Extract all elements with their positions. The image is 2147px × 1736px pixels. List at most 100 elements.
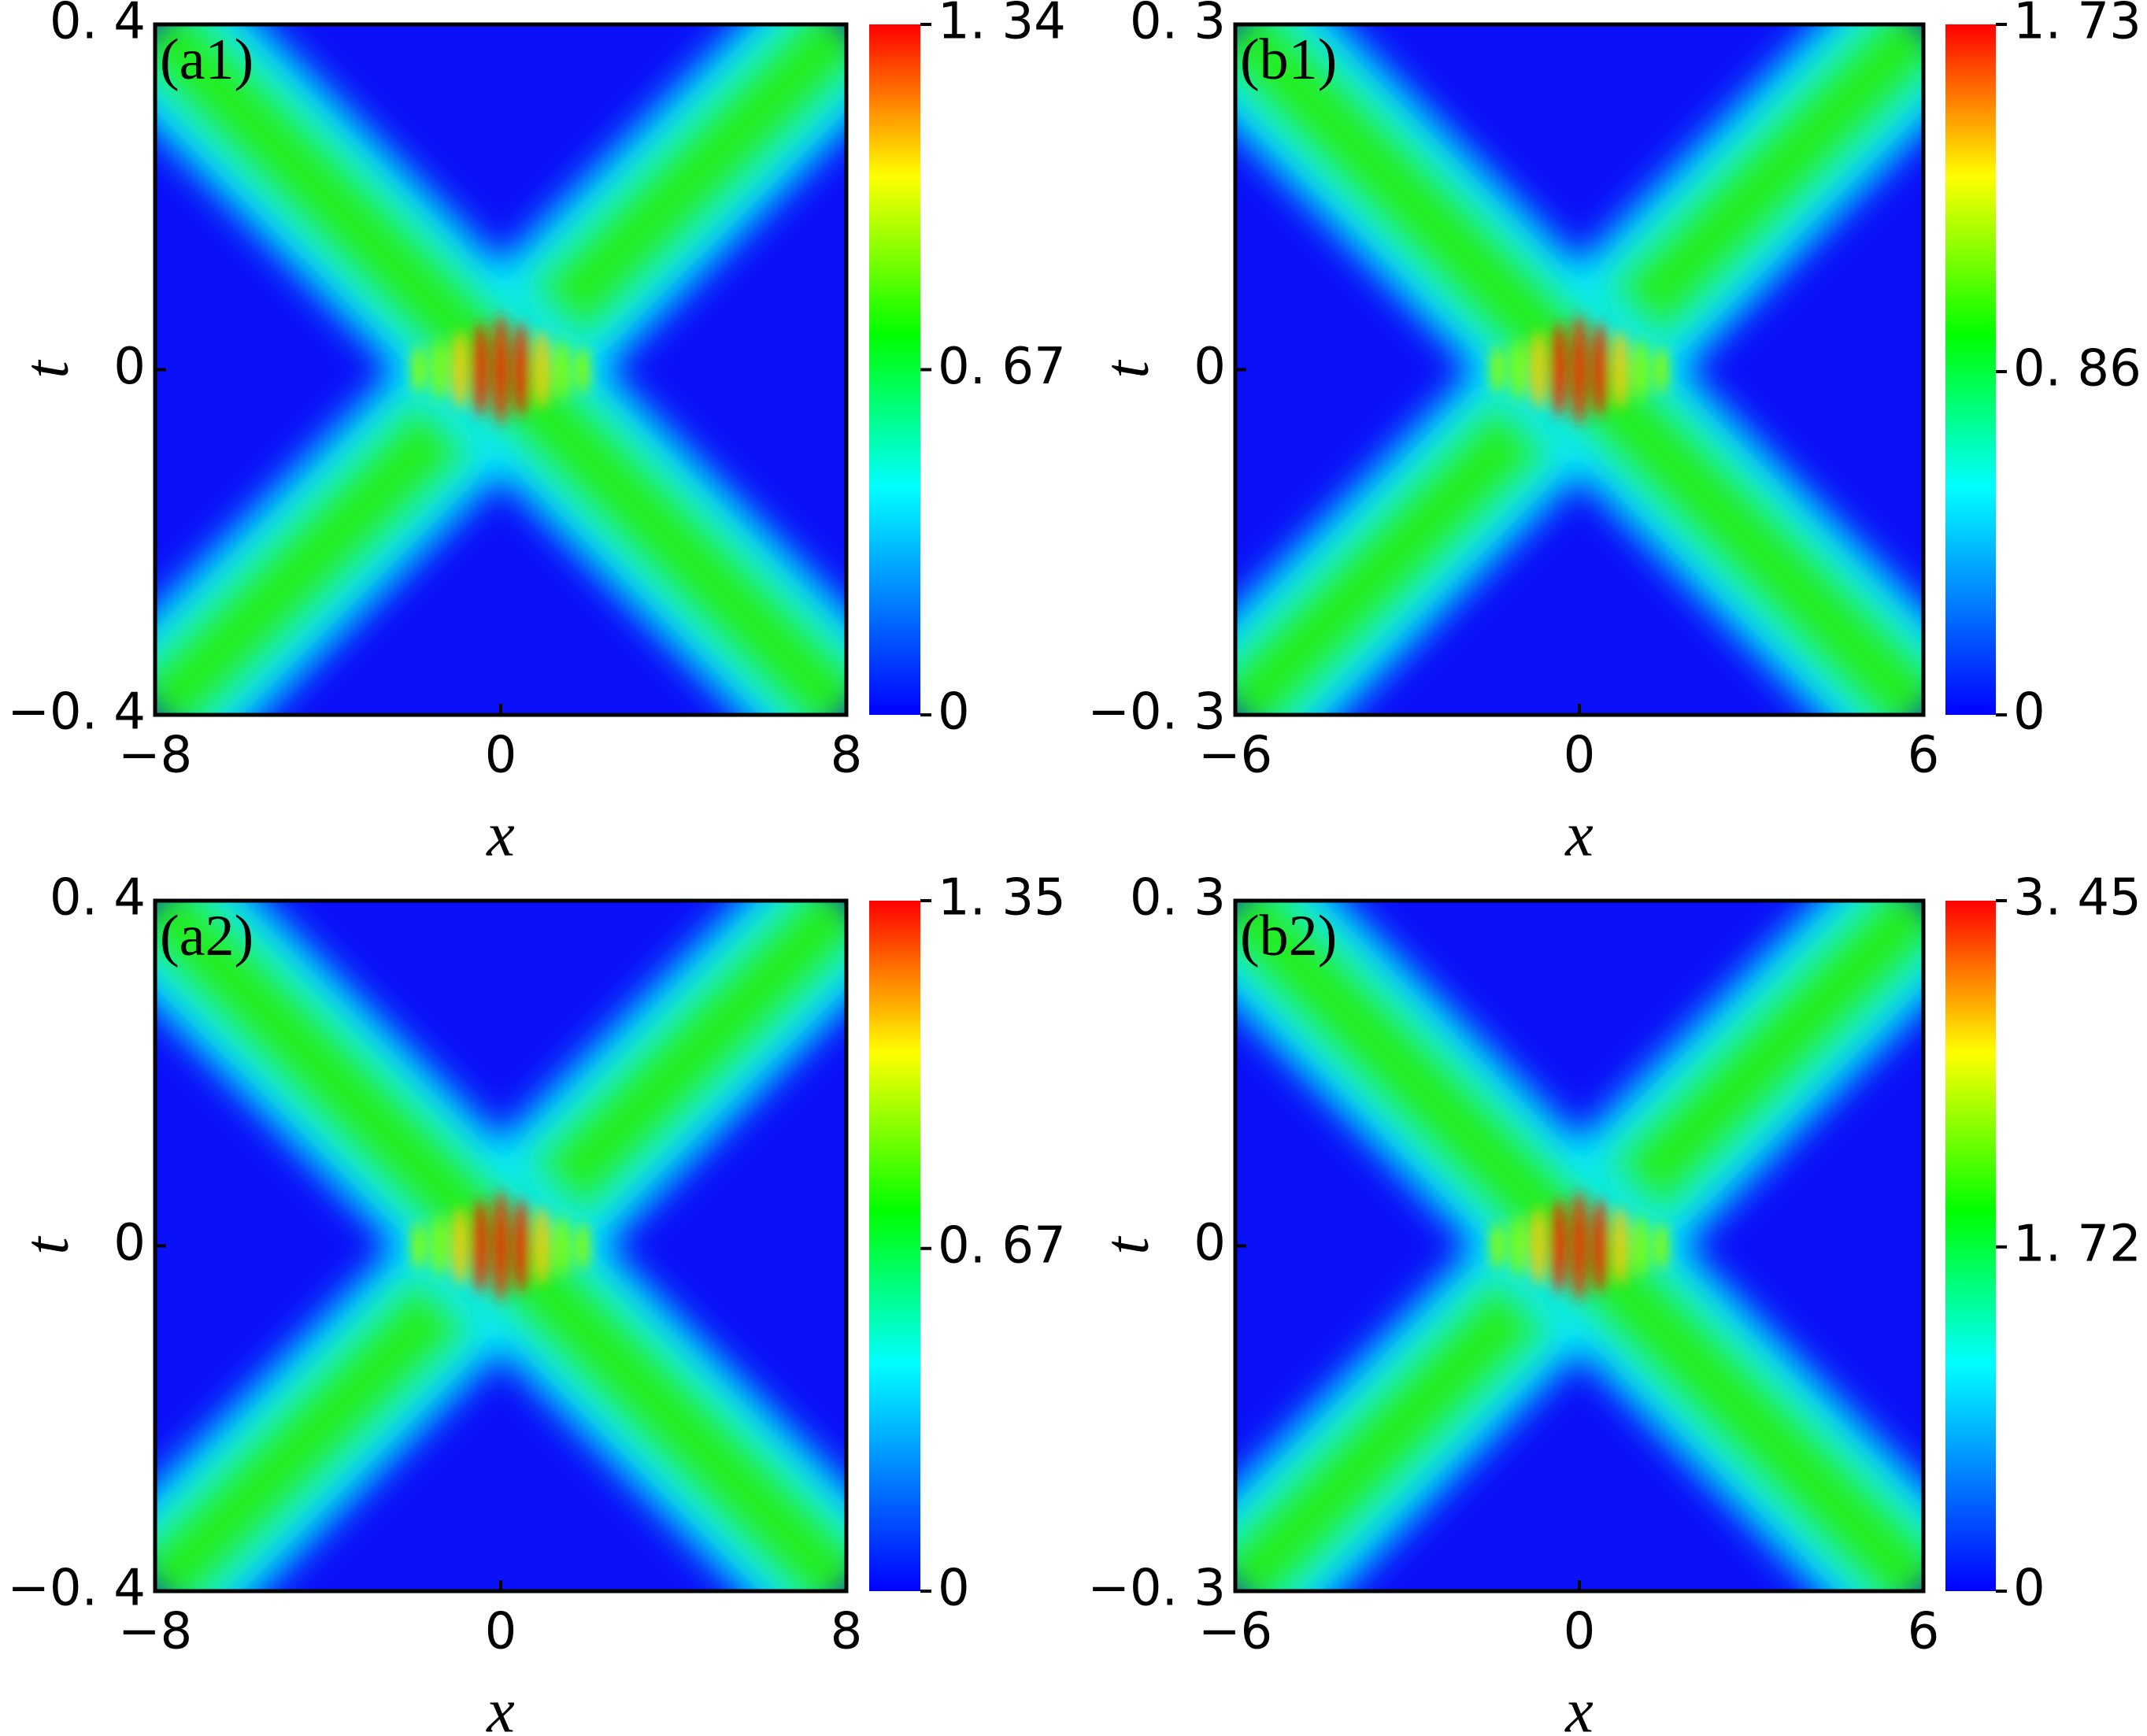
fringe: [514, 1198, 528, 1294]
y-tick-label: −0. 4: [7, 683, 146, 742]
fringe: [555, 1214, 569, 1278]
x-tick-label: −6: [1198, 727, 1272, 785]
fringe: [1490, 1222, 1505, 1270]
fringe: [1634, 338, 1648, 402]
fringe: [1511, 1214, 1525, 1278]
panel: −6 0 6 −0. 3 0 0. 3 x t (b2) 0 1. 72 3. 45: [1087, 869, 2141, 1736]
x-tick-label: 0: [1564, 1603, 1596, 1661]
fringe: [1531, 330, 1545, 409]
colorbar: [1945, 24, 1996, 715]
fringe: [432, 338, 446, 402]
fringe: [453, 1206, 467, 1286]
fringe: [535, 330, 549, 409]
colorbar-tick-label: 0. 67: [938, 338, 1066, 396]
y-tick-label: −0. 4: [7, 1560, 146, 1618]
fringe: [453, 330, 467, 409]
colorbar-tick-label: 1. 35: [938, 869, 1066, 927]
y-tick-label: 0. 4: [50, 869, 146, 927]
y-tick-label: 0: [1194, 338, 1226, 396]
fringe: [514, 322, 528, 417]
x-tick-label: 0: [1564, 727, 1596, 785]
colorbar-tick-label: 1. 72: [2013, 1215, 2141, 1273]
colorbar-tick-label: 0. 67: [938, 1216, 1066, 1275]
y-tick-label: 0: [113, 1214, 146, 1272]
colorbar-tick-label: 0. 86: [2013, 340, 2141, 398]
colorbar-tick-label: 0: [938, 683, 970, 742]
x-axis-label: x: [486, 1676, 515, 1736]
fringe: [473, 1198, 487, 1294]
fringe: [494, 1190, 508, 1301]
interference: [412, 1190, 590, 1301]
colorbar-tick-label: 3. 45: [2013, 869, 2141, 927]
panel-label: (a1): [160, 28, 254, 92]
panel-label: (b1): [1240, 28, 1337, 92]
x-tick-label: 6: [1908, 1603, 1940, 1661]
fringe: [1572, 1190, 1586, 1301]
y-tick-label: −0. 3: [1087, 1560, 1226, 1618]
x-tick-label: 8: [831, 1603, 863, 1661]
colorbar: [869, 901, 920, 1591]
fringe: [1552, 322, 1566, 417]
y-axis-label: t: [1092, 360, 1161, 379]
x-tick-label: −8: [118, 1603, 192, 1661]
heatmap: [155, 901, 846, 1591]
colorbar-tick-label: 0: [2013, 683, 2045, 742]
fringe: [1613, 1206, 1627, 1286]
x-tick-label: −8: [118, 727, 192, 785]
interference: [1490, 1190, 1668, 1301]
fringe: [1531, 1206, 1545, 1286]
panel: −8 0 8 −0. 4 0 0. 4 x t (a2) 0 0. 67 1. 35: [7, 869, 1066, 1736]
y-axis-label: t: [12, 1236, 81, 1255]
heatmap: [1235, 901, 1923, 1591]
fringe: [1613, 330, 1627, 409]
heatmap: [155, 24, 846, 715]
fringe: [412, 346, 426, 394]
x-tick-label: 8: [831, 727, 863, 785]
interference: [1490, 314, 1668, 425]
interference: [412, 314, 590, 425]
colorbar-tick-label: 1. 73: [2013, 0, 2141, 51]
y-tick-label: 0. 4: [50, 0, 146, 51]
fringe: [1572, 314, 1586, 425]
y-tick-label: −0. 3: [1087, 683, 1226, 742]
panel: −8 0 8 −0. 4 0 0. 4 x t (a1) 0 0. 67 1. 34: [7, 0, 1066, 869]
fringe: [1552, 1198, 1566, 1294]
fringe: [432, 1214, 446, 1278]
heatmap: [1235, 24, 1923, 715]
y-tick-label: 0. 3: [1130, 869, 1226, 927]
fringe: [576, 1222, 590, 1270]
y-axis-label: t: [1092, 1236, 1161, 1255]
fringe: [1593, 1198, 1607, 1294]
fringe: [535, 1206, 549, 1286]
fringe: [473, 322, 487, 417]
x-tick-label: −6: [1198, 1603, 1272, 1661]
fringe: [576, 346, 590, 394]
fringe: [494, 314, 508, 425]
x-tick-label: 6: [1908, 727, 1940, 785]
y-tick-label: 0: [113, 338, 146, 396]
colorbar-tick-label: 0: [938, 1560, 970, 1618]
x-axis-label: x: [1564, 800, 1594, 869]
colorbar-tick-label: 1. 34: [938, 0, 1066, 51]
colorbar: [1945, 901, 1996, 1591]
y-tick-label: 0. 3: [1130, 0, 1226, 51]
panel-label: (b2): [1240, 904, 1337, 968]
panel-label: (a2): [160, 904, 254, 968]
x-tick-label: 0: [485, 1603, 517, 1661]
colorbar-tick-label: 0: [2013, 1560, 2045, 1618]
fringe: [1654, 346, 1668, 394]
fringe: [1490, 346, 1505, 394]
x-tick-label: 0: [485, 727, 517, 785]
fringe: [1634, 1214, 1648, 1278]
fringe: [1654, 1222, 1668, 1270]
panel: −6 0 6 −0. 3 0 0. 3 x t (b1) 0 0. 86 1. 73: [1087, 0, 2141, 869]
fringe: [412, 1222, 426, 1270]
y-axis-label: t: [12, 360, 81, 379]
x-axis-label: x: [486, 800, 515, 869]
fringe: [555, 338, 569, 402]
colorbar: [869, 24, 920, 715]
fringe: [1593, 322, 1607, 417]
y-tick-label: 0: [1194, 1214, 1226, 1272]
fringe: [1511, 338, 1525, 402]
